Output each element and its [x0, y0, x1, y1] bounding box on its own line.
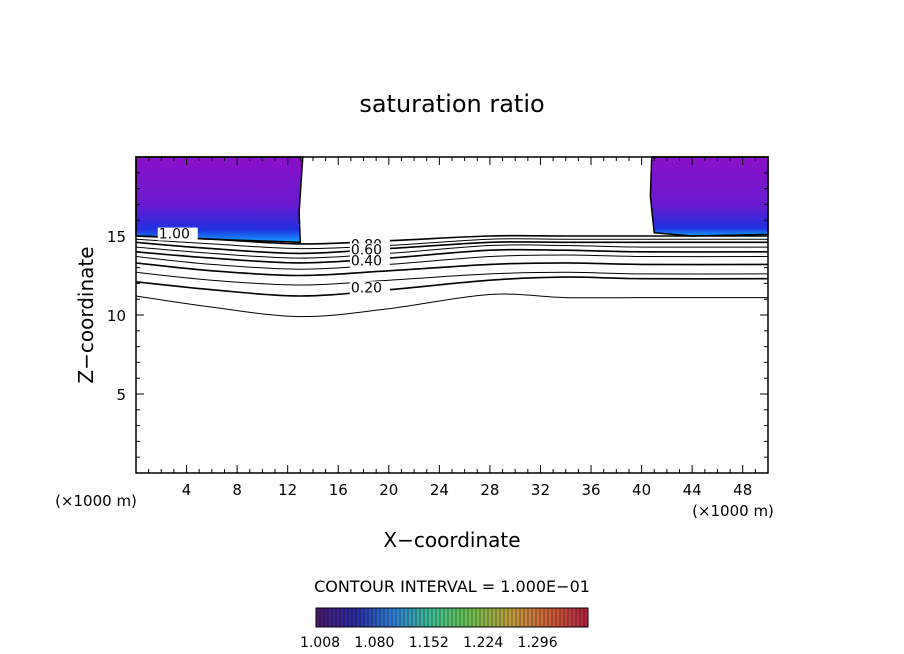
y-axis-label: Z−coordinate — [74, 246, 98, 383]
y-tick-labels: 5 10 15 — [107, 228, 126, 404]
axis-ticks — [136, 157, 768, 473]
x-tick-label: 48 — [733, 481, 752, 499]
chart-title: saturation ratio — [359, 90, 544, 118]
x-tick-label: 16 — [329, 481, 348, 499]
contour-label-bg — [349, 243, 390, 257]
contour-line — [135, 271, 769, 286]
contour-line — [135, 276, 769, 297]
x-tick-label: 36 — [581, 481, 600, 499]
x-tick-label: 40 — [632, 481, 651, 499]
contour-label: 1.00 — [159, 227, 190, 243]
x-tick-label: 24 — [430, 481, 449, 499]
filled-regions — [135, 156, 769, 244]
x-tick-label: 8 — [232, 481, 242, 499]
y-tick-label: 10 — [107, 307, 126, 325]
contour-label: 0.20 — [351, 280, 382, 296]
contour-lines — [135, 234, 769, 318]
colorbar-tick-label: 1.080 — [354, 635, 394, 651]
y-tick-label: 15 — [107, 228, 126, 246]
x-tick-label: 28 — [480, 481, 499, 499]
colorbar — [315, 607, 589, 628]
contour-line — [135, 234, 768, 245]
x-tick-label: 32 — [531, 481, 550, 499]
colorbar-tick-label: 1.296 — [518, 635, 558, 651]
contour-line — [135, 254, 769, 270]
z-unit-label: (×1000 m) — [55, 492, 137, 510]
contour-label: 0.60 — [351, 242, 382, 258]
contour-label-bg — [157, 227, 198, 241]
contour-label-bg — [349, 281, 390, 295]
contour-line — [135, 248, 769, 264]
contour-labels: 1.000.800.600.400.20 — [157, 227, 390, 296]
colorbar-tick-labels: 1.008 1.080 1.152 1.224 1.296 — [300, 635, 558, 651]
colorbar-tick-label: 1.008 — [300, 635, 340, 651]
contour-line — [135, 293, 768, 318]
x-tick-label: 12 — [278, 481, 297, 499]
contour-line — [135, 244, 769, 259]
colorbar-tick-label: 1.152 — [409, 635, 449, 651]
x-tick-labels: 4 8 12 16 20 24 28 32 36 40 44 48 — [182, 481, 752, 499]
colorbar-tick-label: 1.224 — [463, 635, 503, 651]
filled-region — [649, 156, 769, 237]
y-tick-label: 5 — [116, 386, 126, 404]
x-tick-label: 20 — [379, 481, 398, 499]
x-tick-label: 44 — [683, 481, 702, 499]
contour-interval-text: CONTOUR INTERVAL = 1.000E−01 — [314, 577, 590, 596]
x-tick-label: 4 — [182, 481, 192, 499]
contour-line — [135, 241, 768, 255]
contour-line — [135, 262, 769, 277]
x-unit-label: (×1000 m) — [692, 502, 774, 520]
contour-line — [135, 238, 768, 250]
contour-label-bg — [349, 254, 390, 268]
x-axis-label: X−coordinate — [383, 528, 520, 552]
contour-label: 0.40 — [351, 253, 382, 269]
